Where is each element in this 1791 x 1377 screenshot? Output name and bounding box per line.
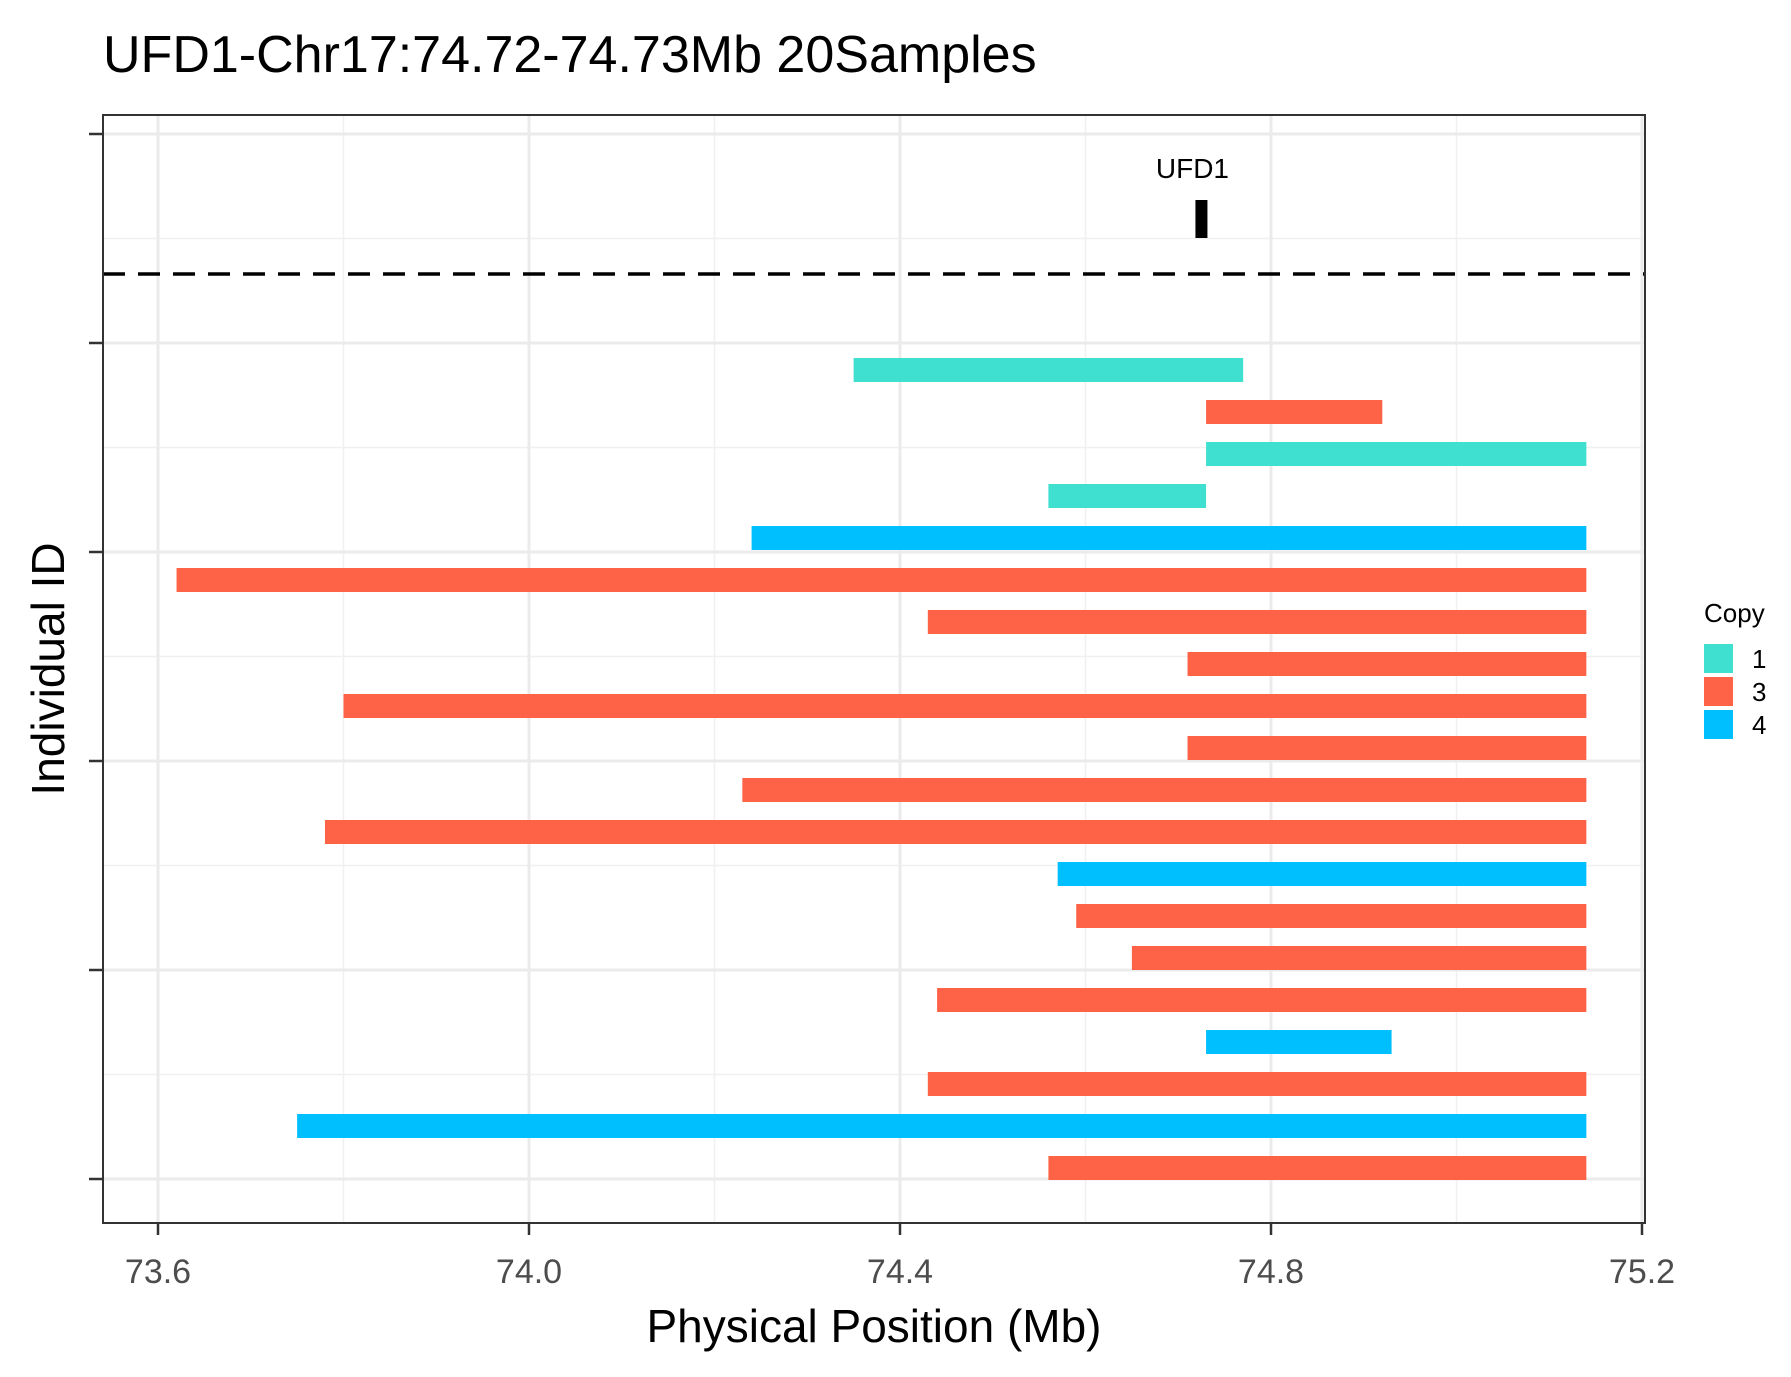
cnv-segment xyxy=(343,694,1587,718)
y-axis-title: Individual ID xyxy=(22,542,74,795)
cnv-segments xyxy=(176,358,1587,1180)
legend-items: 134 xyxy=(1704,644,1766,740)
cnv-segment xyxy=(1048,484,1207,508)
x-tick-label: 73.6 xyxy=(125,1253,191,1291)
cnv-segment xyxy=(1076,904,1587,928)
cnv-segment xyxy=(853,358,1244,382)
cnv-segment xyxy=(927,1072,1587,1096)
cnv-segment xyxy=(1206,442,1587,466)
x-tick-label: 74.8 xyxy=(1238,1253,1304,1291)
cnv-segment xyxy=(1057,862,1587,886)
legend-label: 4 xyxy=(1752,710,1766,740)
gene-label: UFD1 xyxy=(1156,153,1229,184)
legend: Copy 134 xyxy=(1704,598,1766,740)
plot-panel: UFD1 xyxy=(102,114,1646,1224)
cnv-segment xyxy=(176,568,1587,592)
panel-border xyxy=(102,114,1646,1224)
cnv-segment xyxy=(1131,946,1587,970)
cnv-segment xyxy=(1048,1156,1587,1180)
cnv-segment xyxy=(1206,1030,1392,1054)
cnv-segment xyxy=(1187,652,1587,676)
legend-label: 1 xyxy=(1752,644,1766,674)
legend-key xyxy=(1704,710,1733,739)
x-tick-label: 75.2 xyxy=(1609,1253,1675,1291)
cnv-segment xyxy=(1206,400,1383,424)
legend-label: 3 xyxy=(1752,677,1766,707)
legend-key xyxy=(1704,644,1733,673)
cnv-segment xyxy=(324,820,1587,844)
cnv-segment xyxy=(742,778,1587,802)
legend-title: Copy xyxy=(1704,598,1765,628)
y-axis-ticks xyxy=(89,132,103,1181)
cnv-segment xyxy=(1187,736,1587,760)
x-tick-label: 74.0 xyxy=(496,1253,562,1291)
chart-title: UFD1-Chr17:74.72-74.73Mb 20Samples xyxy=(103,26,1037,84)
cnv-segment xyxy=(927,610,1587,634)
x-axis-ticks: 73.6 74.0 74.4 74.8 75.2 xyxy=(125,1223,1675,1291)
x-tick-label: 74.4 xyxy=(867,1253,933,1291)
gene-track: UFD1 xyxy=(1156,153,1229,238)
gene-marker xyxy=(1195,200,1208,238)
cnv-segment xyxy=(937,988,1587,1012)
x-axis-title: Physical Position (Mb) xyxy=(646,1300,1101,1352)
cnv-segment xyxy=(297,1114,1587,1138)
legend-key xyxy=(1704,677,1733,706)
cnv-segment xyxy=(751,526,1587,550)
